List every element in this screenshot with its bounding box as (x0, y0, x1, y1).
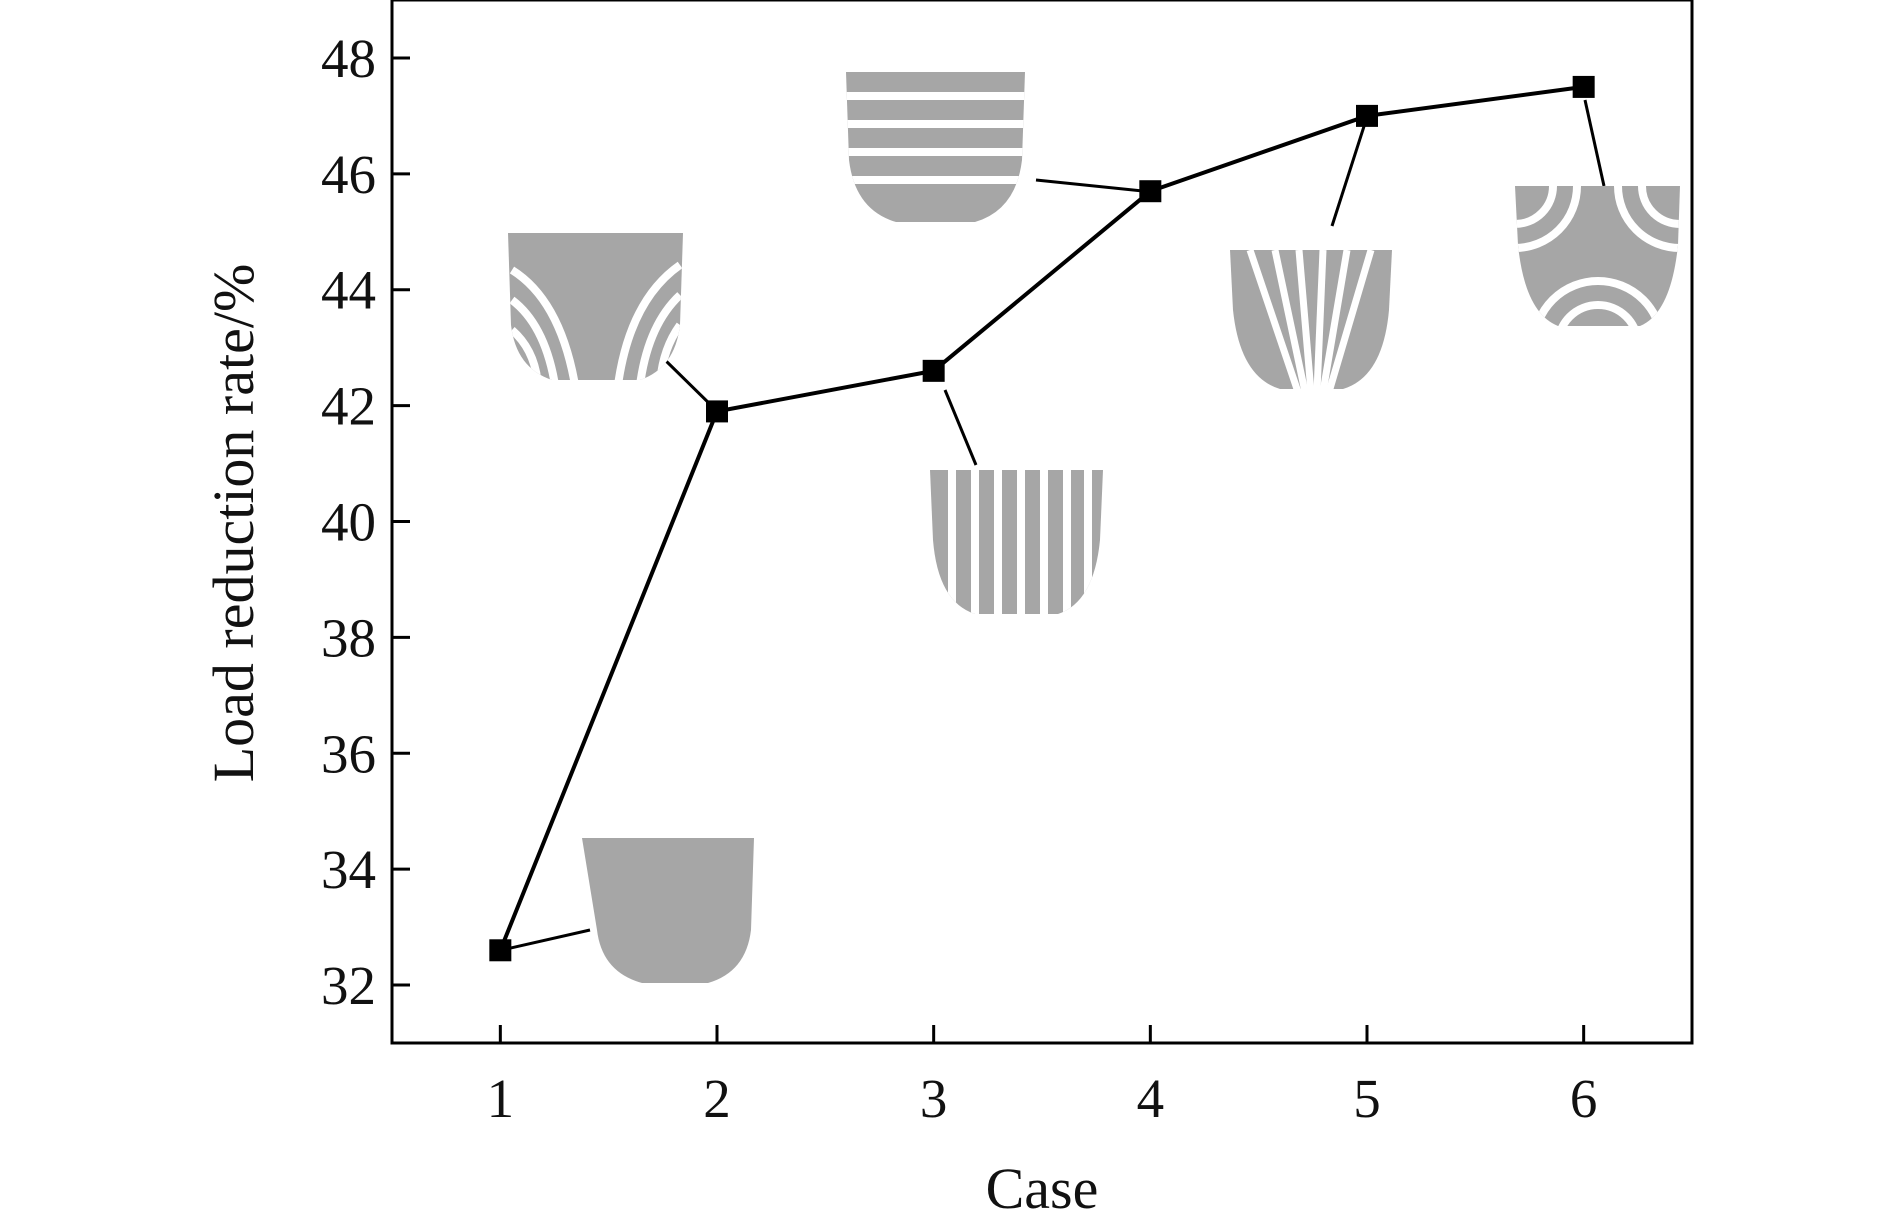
y-tick-label: 34 (321, 839, 376, 900)
schematic-stripes (948, 470, 1092, 614)
x-tick-label: 1 (487, 1068, 515, 1129)
schematic-body (1230, 250, 1392, 389)
y-axis-title: Load reduction rate/% (201, 264, 266, 783)
x-tick-label: 4 (1137, 1068, 1165, 1129)
x-tick-label: 3 (920, 1068, 948, 1129)
x-tick-label: 5 (1353, 1068, 1381, 1129)
data-point-marker (1572, 75, 1595, 98)
y-tick-label: 32 (321, 955, 376, 1016)
schematic-case-4 (846, 72, 1153, 222)
schematic-case-5 (1230, 116, 1392, 389)
leader-line-case-6 (1583, 99, 1606, 187)
y-tick-label: 48 (321, 28, 376, 89)
data-point-marker (922, 359, 945, 382)
y-tick-label: 44 (321, 260, 376, 321)
schematic-body (582, 838, 754, 983)
schematic-case-2 (508, 233, 720, 414)
schematic-stripes (509, 261, 683, 380)
series-layer (489, 75, 1595, 962)
y-tick-label: 36 (321, 723, 376, 784)
series-line (498, 84, 1584, 952)
schematic-case-3 (930, 389, 1103, 614)
leader-line-case-3 (943, 389, 978, 466)
x-tick-label: 2 (703, 1068, 731, 1129)
schematic-stripes (846, 92, 1025, 184)
leader-line-case-5 (1330, 116, 1369, 227)
data-point-marker (1139, 180, 1162, 203)
schematic-stripes (1246, 250, 1375, 389)
data-point-marker (489, 939, 512, 962)
leader-line-case-1 (501, 928, 591, 952)
schematic-case-1 (501, 838, 754, 983)
y-tick-label: 38 (321, 607, 376, 668)
y-tick-label: 46 (321, 144, 376, 205)
schematic-body (846, 72, 1025, 222)
data-point-marker (1356, 104, 1378, 127)
x-axis-title: Case (986, 1156, 1099, 1221)
schematic-body (508, 233, 683, 380)
data-point-marker (706, 400, 728, 423)
y-tick-label: 40 (321, 492, 376, 553)
x-tick-label: 6 (1570, 1068, 1598, 1129)
y-tick-label: 42 (321, 376, 376, 437)
schematic-stripes (1515, 186, 1680, 326)
inset-schematics (501, 72, 1680, 983)
schematic-case-6 (1515, 99, 1680, 326)
leader-line-case-4 (1035, 178, 1153, 194)
